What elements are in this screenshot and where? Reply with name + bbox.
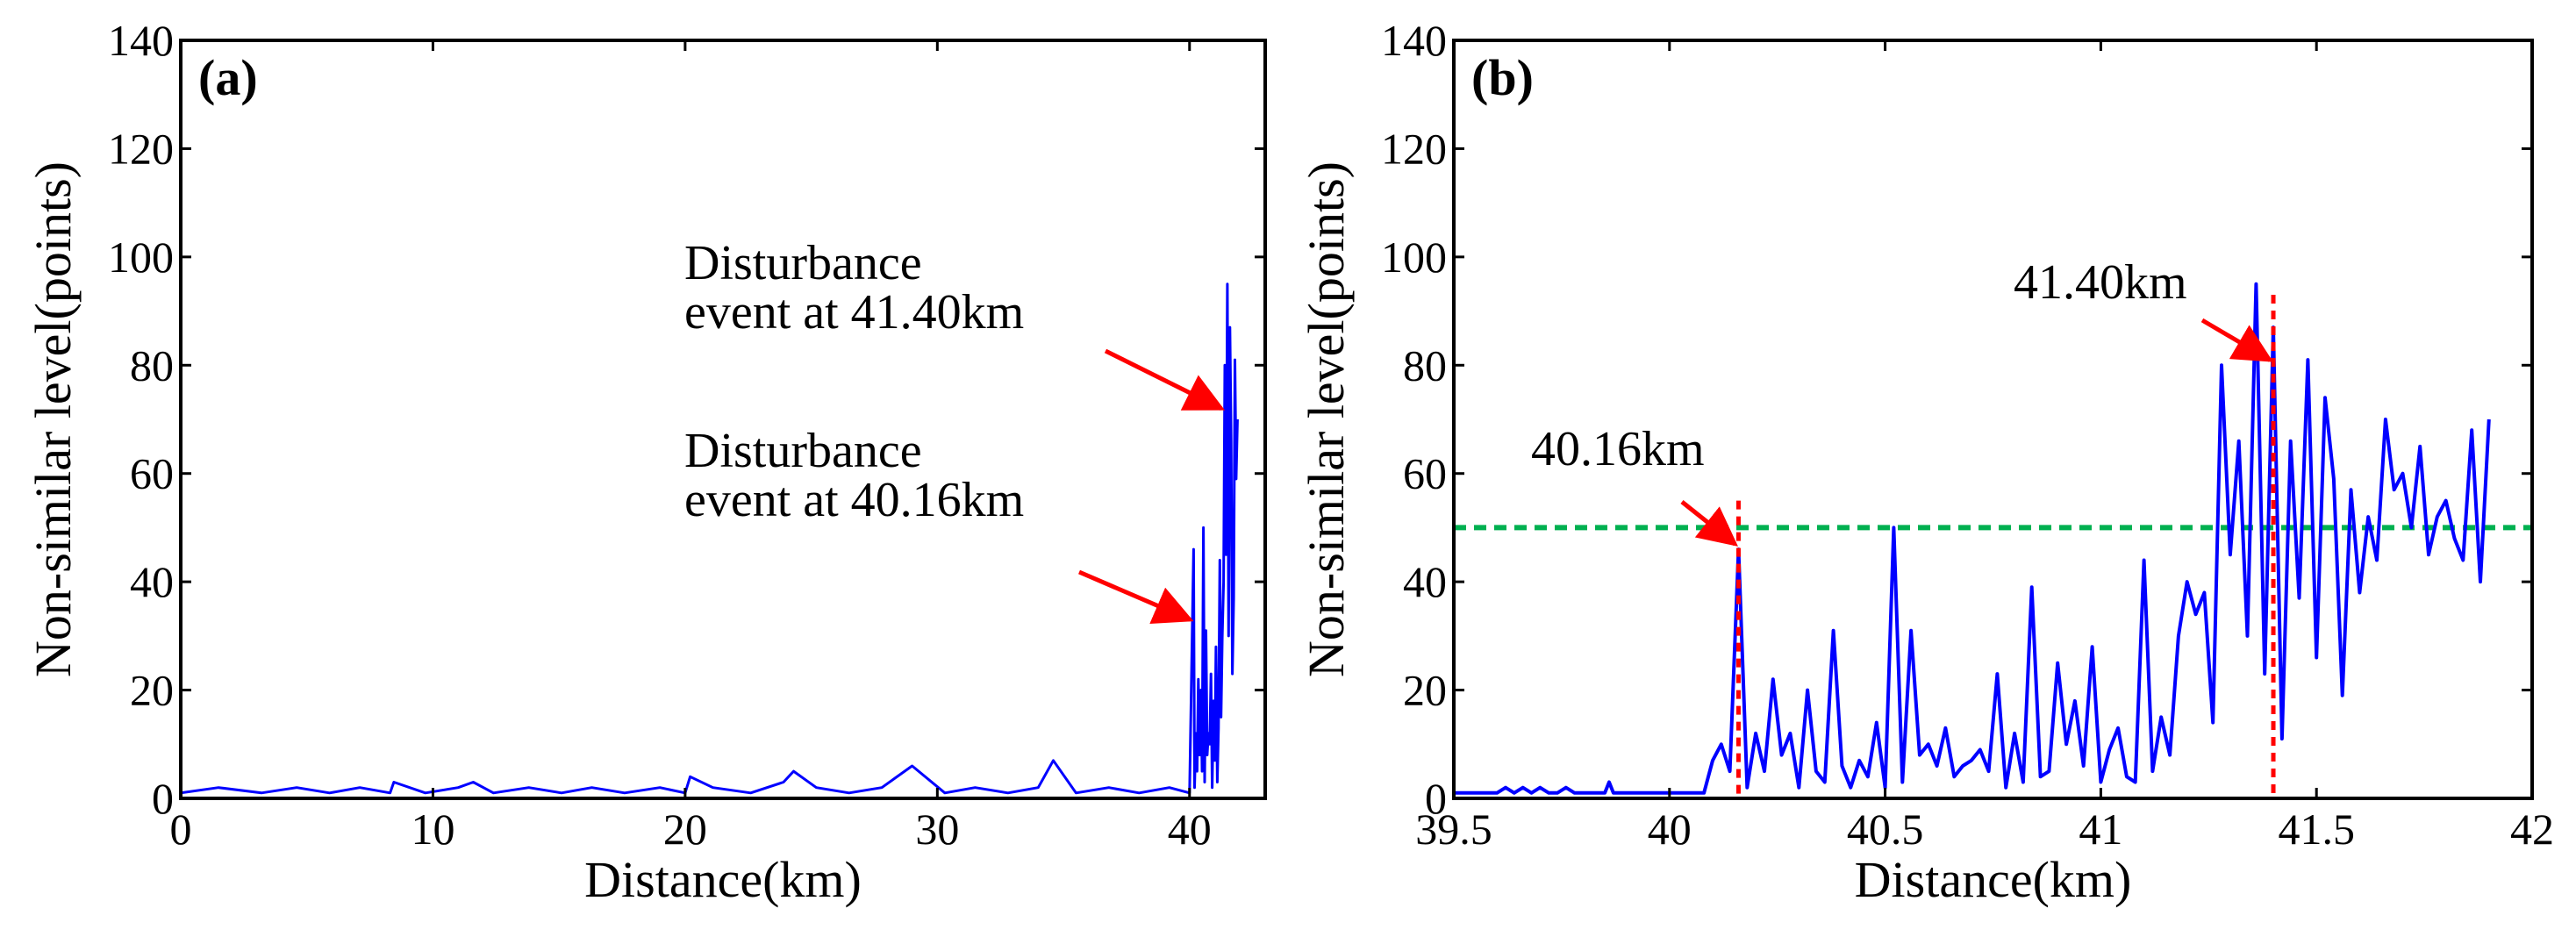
marker-label: 41.40km	[2014, 255, 2187, 310]
x-tick-label: 0	[170, 805, 192, 854]
plot-area	[1454, 282, 2532, 798]
x-axis-title: Distance(km)	[584, 851, 862, 908]
y-tick-label: 80	[1403, 340, 1447, 390]
y-tick-label: 20	[130, 666, 174, 715]
y-tick-label: 120	[1381, 124, 1447, 173]
chart-panel-b: 0 20 40 60 80 100 120 140 39.5 40 40.5 41 41.5 42 Dist…	[1298, 16, 2554, 908]
y-tick-label: 60	[130, 449, 174, 498]
annotation-text: Disturbance	[684, 424, 922, 478]
marker-label: 40.16km	[1531, 422, 1705, 476]
x-axis-title: Distance(km)	[1855, 851, 2132, 908]
x-tick-label: 42	[2510, 805, 2554, 854]
x-tick-label: 30	[915, 805, 959, 854]
marker-arrow	[2200, 318, 2273, 362]
x-tick-label: 20	[663, 805, 707, 854]
y-tick-label: 40	[1403, 557, 1447, 606]
y-tick-label: 120	[108, 124, 174, 173]
panel-label: (a)	[198, 49, 258, 106]
annotation-arrow	[1104, 348, 1226, 411]
annotation-arrow	[1078, 569, 1194, 625]
marker-arrow	[1680, 500, 1738, 547]
x-tick-label: 10	[411, 805, 454, 854]
annotation-text: Disturbance	[684, 236, 922, 290]
y-tick-label: 80	[130, 340, 174, 390]
y-tick-label: 100	[108, 232, 174, 282]
y-tick-label: 0	[152, 774, 174, 823]
series-line-0	[181, 282, 1239, 795]
x-tick-label: 40	[1648, 805, 1692, 854]
y-axis-title: Non-similar level(points)	[25, 161, 82, 677]
y-axis-title: Non-similar level(points)	[1298, 161, 1355, 677]
panel-label: (b)	[1471, 49, 1534, 106]
x-tick-label: 41	[2079, 805, 2122, 854]
plot-area	[181, 282, 1239, 795]
y-tick-label: 140	[108, 16, 174, 65]
y-tick-label: 100	[1381, 232, 1447, 282]
y-tick-label: 0	[1425, 774, 1447, 823]
axes-frame	[1452, 39, 2534, 800]
axes-frame	[179, 39, 1267, 800]
x-tick-label: 40	[1168, 805, 1212, 854]
annotation-text: event at 40.16km	[684, 473, 1024, 527]
y-tick-label: 140	[1381, 16, 1447, 65]
x-tick-label: 40.5	[1847, 805, 1924, 854]
y-tick-label: 60	[1403, 449, 1447, 498]
chart-panel-a: 0 20 40 60 80 100 120 140 0 10 20 30 40 Distance(km) N…	[25, 16, 1267, 908]
y-tick-label: 40	[130, 557, 174, 606]
x-tick-label: 39.5	[1415, 805, 1492, 854]
y-tick-label: 20	[1403, 666, 1447, 715]
annotation-text: event at 41.40km	[684, 285, 1024, 340]
x-tick-label: 41.5	[2278, 805, 2355, 854]
series-line-0	[1454, 282, 2491, 795]
